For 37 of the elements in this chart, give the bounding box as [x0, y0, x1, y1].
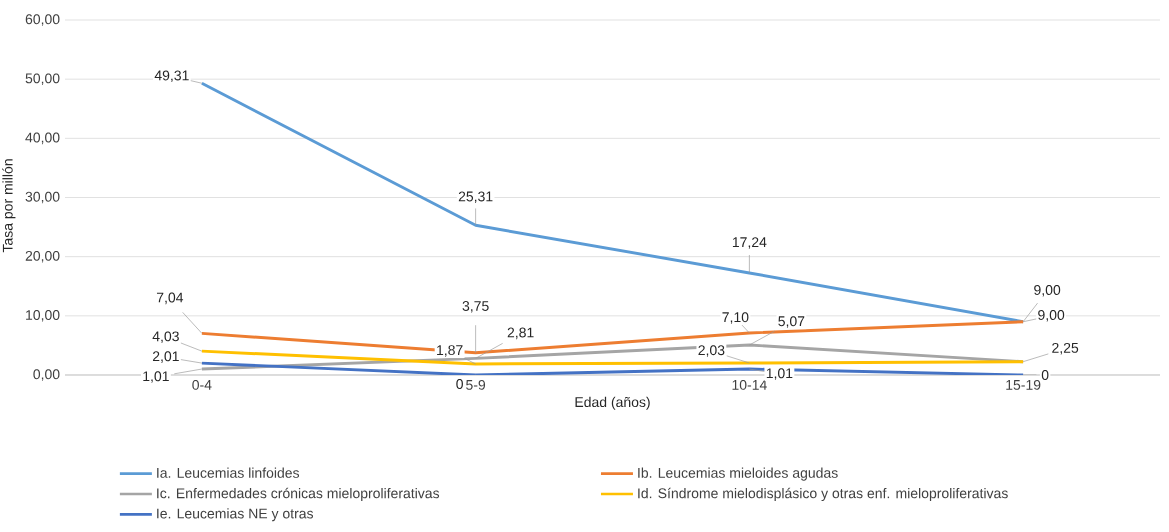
x-tick-label: 5-9	[466, 379, 486, 390]
data-label: 25,31	[458, 191, 493, 204]
data-label: 49,31	[154, 70, 189, 83]
y-tick-label: 20,00	[25, 250, 60, 263]
x-tick-label: 10-14	[732, 379, 767, 390]
data-label: 2,81	[507, 327, 534, 340]
data-label: 1,87	[437, 345, 463, 357]
data-label: 7,04	[156, 292, 184, 305]
x-axis-title: Edad (años)	[575, 396, 650, 410]
data-label: 0	[1041, 370, 1049, 380]
data-label: 0	[456, 379, 463, 389]
data-label: 9,00	[1034, 284, 1061, 297]
legend-label: Id. Síndrome mielodisplásico y otras enf. mieloproliferativas	[638, 487, 1008, 502]
legend-label: Ib. Leucemias mieloides agudas	[638, 467, 838, 481]
data-label: 2,01	[152, 351, 179, 363]
legend-label: Ie. Leucemias NE y otras	[157, 508, 314, 522]
y-tick-label: 40,00	[25, 132, 60, 145]
x-tick-label: 0-4	[192, 379, 212, 390]
data-label: 5,07	[778, 316, 805, 328]
data-label: 9,00	[1038, 309, 1065, 322]
data-label: 4,03	[152, 331, 179, 343]
data-label: 1,01	[766, 368, 793, 380]
x-tick-label: 15-19	[1006, 379, 1041, 390]
data-label: 7,10	[722, 312, 749, 324]
legend-label: Ia. Leucemias linfoides	[157, 467, 300, 478]
y-axis-title: Tasa por millón	[2, 159, 16, 253]
legend-label: Ic. Enfermedades crónicas mieloproliferativas	[157, 487, 440, 502]
data-label: 17,24	[732, 237, 767, 249]
data-label: 1,01	[143, 371, 169, 383]
y-tick-label: 0,00	[33, 369, 60, 381]
y-tick-label: 50,00	[25, 73, 60, 85]
data-label: 3,75	[462, 301, 489, 313]
data-label: 2,03	[698, 345, 725, 357]
y-tick-label: 30,00	[25, 191, 60, 204]
data-label: 2,25	[1052, 342, 1079, 355]
y-tick-label: 10,00	[26, 310, 60, 322]
y-tick-label: 60,00	[25, 14, 60, 26]
